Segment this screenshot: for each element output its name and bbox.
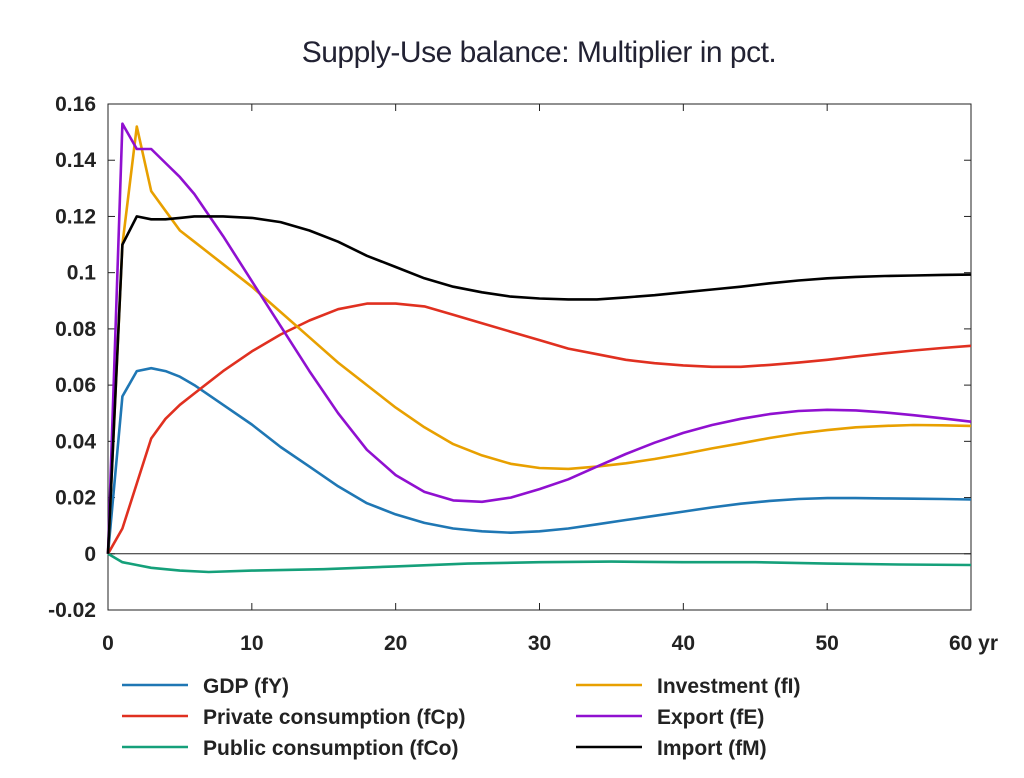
y-tick-label: 0.04 [55,430,96,453]
series-line-private-consumption-fcp [106,302,972,555]
y-tick-label: 0.06 [55,374,96,397]
x-tick-label: 10 [240,632,263,655]
y-tick-label: 0.08 [55,318,96,341]
legend-label: Investment (fI) [657,675,801,698]
series-line-import-fm [106,215,972,554]
x-tick-label: 30 [528,632,551,655]
y-tick-label: -0.02 [48,599,96,622]
y-tick-label: 0.16 [55,93,96,116]
x-tick-label: 20 [384,632,407,655]
legend-label: Private consumption (fCp) [203,706,466,729]
chart-title: Supply-Use balance: Multiplier in pct. [302,36,777,69]
legend-label: Import (fM) [657,737,767,760]
legend-label: GDP (fY) [203,675,289,698]
y-tick-label: 0.02 [55,487,96,510]
y-tick-label: 0.1 [67,262,97,285]
y-tick-label: 0.14 [55,149,96,172]
series-line-public-consumption-fco [107,552,972,574]
series-lines [106,122,972,574]
series-line-investment-fi [106,125,972,554]
legend-label: Public consumption (fCo) [203,737,458,760]
x-tick-label: 50 [815,632,838,655]
y-tick-label: 0.12 [55,205,96,228]
x-tick-label: 60 yr [949,632,998,655]
x-tick-label: 0 [102,632,114,655]
x-tick-label: 40 [672,632,695,655]
series-line-export-fe [106,122,972,554]
legend: GDP (fY) Private consumption (fCp) Public … [122,675,801,760]
series-line-gdp-fy [106,366,972,554]
y-tick-label: 0 [84,543,96,566]
axes: -0.02 0 0.02 0.04 0.06 0.08 0.1 0.12 0.14 0.16 0 10… [48,93,998,655]
legend-label: Export (fE) [657,706,764,729]
